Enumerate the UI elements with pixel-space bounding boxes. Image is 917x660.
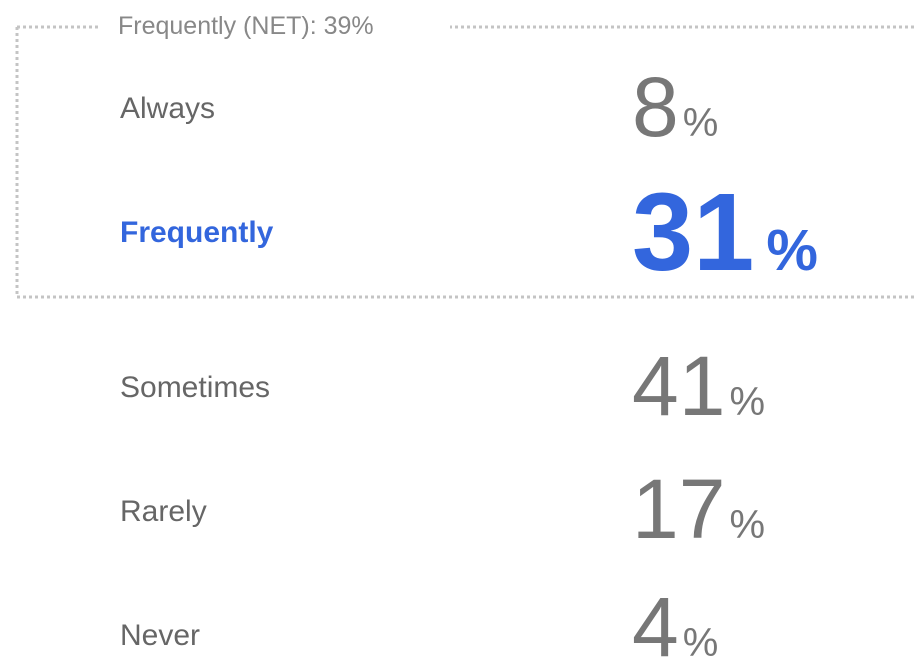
row-value: 4% (632, 580, 718, 660)
value-number: 31 (632, 171, 754, 294)
value-number: 17 (632, 462, 725, 556)
value-unit: % (729, 380, 765, 424)
row-label: Always (120, 92, 215, 125)
net-label: Frequently (NET): 39% (118, 12, 374, 40)
value-unit: % (729, 503, 765, 547)
row-label: Frequently (120, 216, 274, 249)
value-unit: % (766, 218, 818, 283)
value-unit: % (683, 101, 719, 145)
row-value: 31% (632, 171, 818, 294)
row-value: 8% (632, 60, 718, 154)
value-number: 4 (632, 580, 679, 660)
row-label: Rarely (120, 495, 207, 528)
row-label: Sometimes (120, 371, 270, 404)
net-label-bg (100, 8, 450, 44)
value-number: 8 (632, 60, 679, 154)
row-value: 41% (632, 339, 765, 433)
value-number: 41 (632, 339, 725, 433)
value-unit: % (683, 621, 719, 660)
row-label: Never (120, 619, 200, 652)
row-value: 17% (632, 462, 765, 556)
